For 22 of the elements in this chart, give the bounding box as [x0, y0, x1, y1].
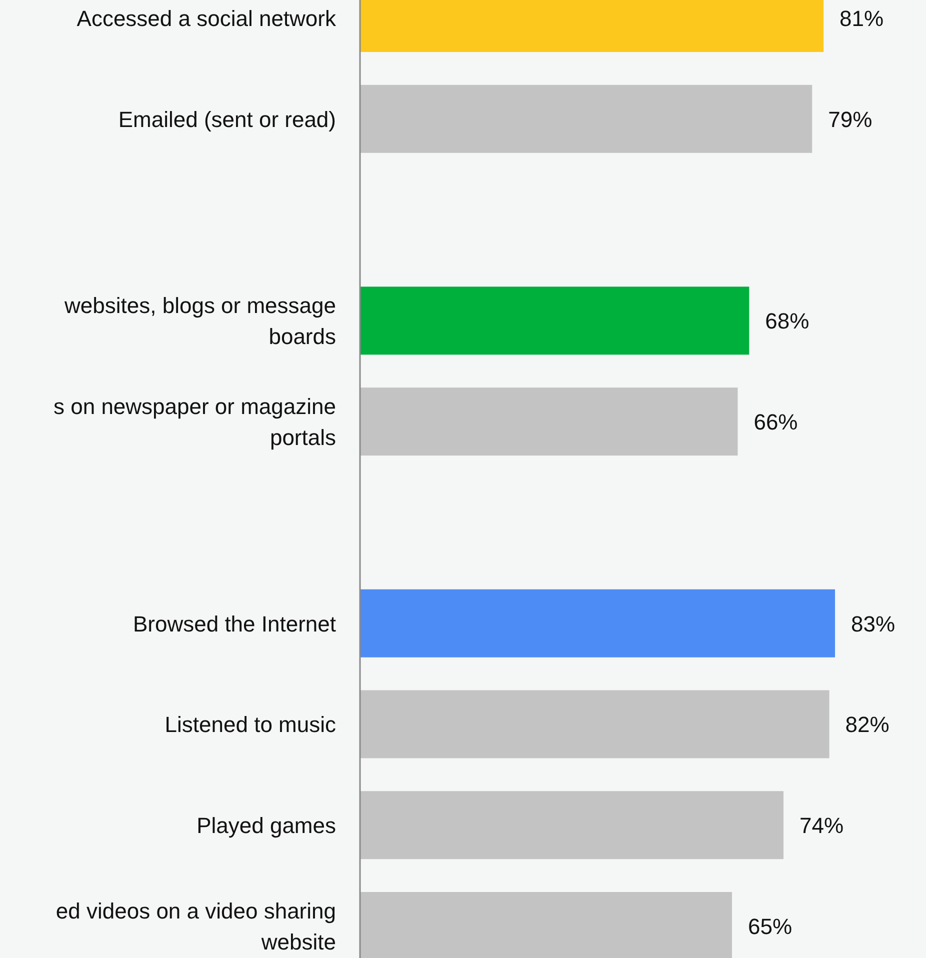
- data-label: 66%: [754, 410, 798, 435]
- y-tick-label: Accessed a social network: [76, 6, 337, 31]
- data-label: 83%: [851, 611, 896, 636]
- y-tick-label: Emailed (sent or read): [118, 106, 336, 132]
- data-label: 65%: [748, 914, 792, 939]
- y-tick-label: Listened to music: [164, 712, 336, 738]
- bar: [360, 286, 750, 355]
- y-tick-label: ed videos on a video sharing website: [56, 898, 336, 954]
- bar: [360, 388, 738, 456]
- bar: [360, 690, 830, 758]
- data-label: 82%: [845, 712, 890, 738]
- y-tick-label: s on newspaper or magazine portals: [54, 394, 336, 450]
- bar: [360, 791, 784, 860]
- data-label: 68%: [765, 308, 810, 334]
- bar: [360, 84, 812, 153]
- data-label: 74%: [799, 813, 844, 838]
- y-tick-label: Browsed the Internet: [132, 611, 336, 636]
- y-tick-label: websites, blogs or message boards: [64, 293, 336, 350]
- data-label: 79%: [828, 106, 872, 132]
- y-tick-label: Played games: [196, 813, 336, 838]
- data-label: 81%: [840, 6, 884, 31]
- bar: [360, 589, 835, 658]
